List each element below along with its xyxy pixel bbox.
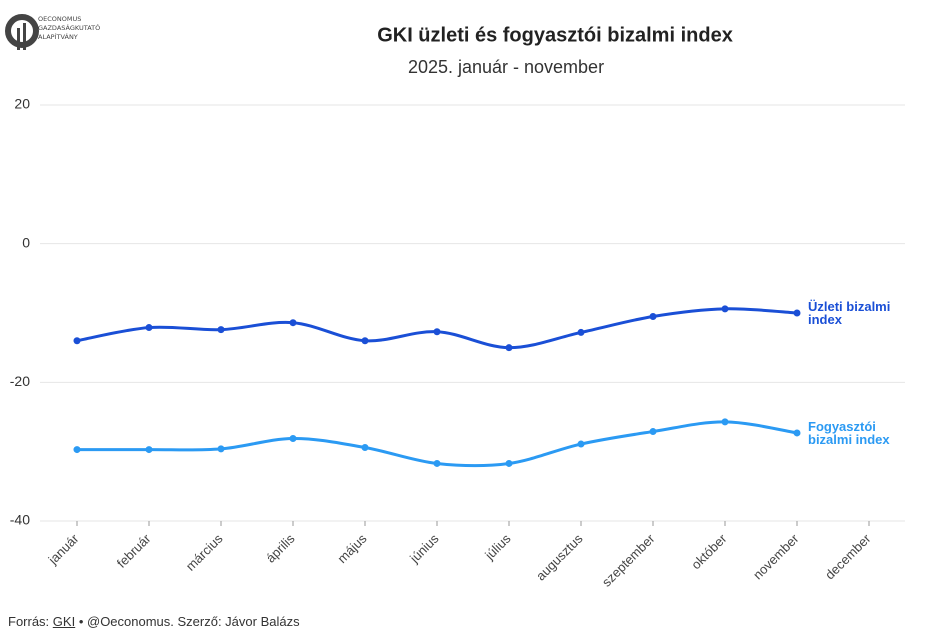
logo-text: GAZDASÁGKUTATÓ — [38, 23, 100, 32]
data-point — [649, 312, 657, 320]
data-point — [649, 428, 657, 436]
x-tick-label: április — [263, 531, 298, 566]
data-point — [217, 326, 225, 334]
x-tick-label: március — [183, 531, 226, 574]
x-tick-label: október — [688, 530, 730, 572]
data-point — [721, 305, 729, 313]
source-label: Forrás: — [8, 614, 50, 629]
x-tick-label: június — [406, 531, 442, 567]
y-tick-label: 0 — [22, 234, 30, 250]
data-point — [361, 444, 369, 452]
x-tick-label: december — [822, 530, 874, 582]
x-tick-label: február — [114, 530, 154, 570]
logo: OECONOMUS GAZDASÁGKUTATÓ ALAPÍTVÁNY — [5, 14, 100, 50]
data-point — [721, 418, 729, 426]
data-point — [577, 328, 585, 336]
data-point — [505, 344, 513, 352]
data-point — [505, 459, 513, 467]
x-tick-label: május — [334, 531, 369, 566]
data-point — [577, 440, 585, 448]
footer: Forrás: GKI • @Oeconomus. Szerző: Jávor … — [8, 614, 300, 629]
x-tick-label: szeptember — [599, 530, 658, 589]
data-point — [289, 319, 297, 327]
logo-mark — [5, 14, 39, 48]
x-tick-label: január — [45, 530, 82, 567]
data-point — [289, 434, 297, 442]
data-point — [433, 459, 441, 467]
x-tick-label: november — [750, 530, 802, 582]
series-label: Üzleti bizalmi index — [808, 299, 891, 327]
logo-text: ALAPÍTVÁNY — [38, 32, 78, 41]
data-point — [73, 446, 81, 454]
data-point — [433, 328, 441, 336]
logo-text: OECONOMUS — [38, 15, 81, 23]
data-point — [217, 445, 225, 453]
logo-bar — [17, 28, 20, 50]
x-tick-label: július — [481, 531, 514, 564]
series-label: Fogyasztói bizalmi index — [808, 418, 890, 447]
data-point — [793, 429, 801, 437]
series-line — [76, 420, 798, 468]
data-point — [145, 324, 153, 332]
x-tick-label: augusztus — [533, 531, 586, 584]
data-point — [73, 337, 81, 345]
data-point — [145, 446, 153, 454]
data-point — [361, 337, 369, 345]
y-tick-label: 20 — [14, 96, 30, 112]
y-tick-label: -20 — [10, 373, 30, 389]
chart-title: GKI üzleti és fogyasztói bizalmi index — [377, 24, 733, 46]
data-point — [793, 309, 801, 317]
credit: • @Oeconomus. Szerző: Jávor Balázs — [78, 614, 300, 629]
y-tick-label: -40 — [10, 512, 30, 528]
logo-bar — [23, 23, 26, 50]
source-link[interactable]: GKI — [52, 614, 76, 629]
chart-subtitle: 2025. január - november — [408, 57, 604, 77]
